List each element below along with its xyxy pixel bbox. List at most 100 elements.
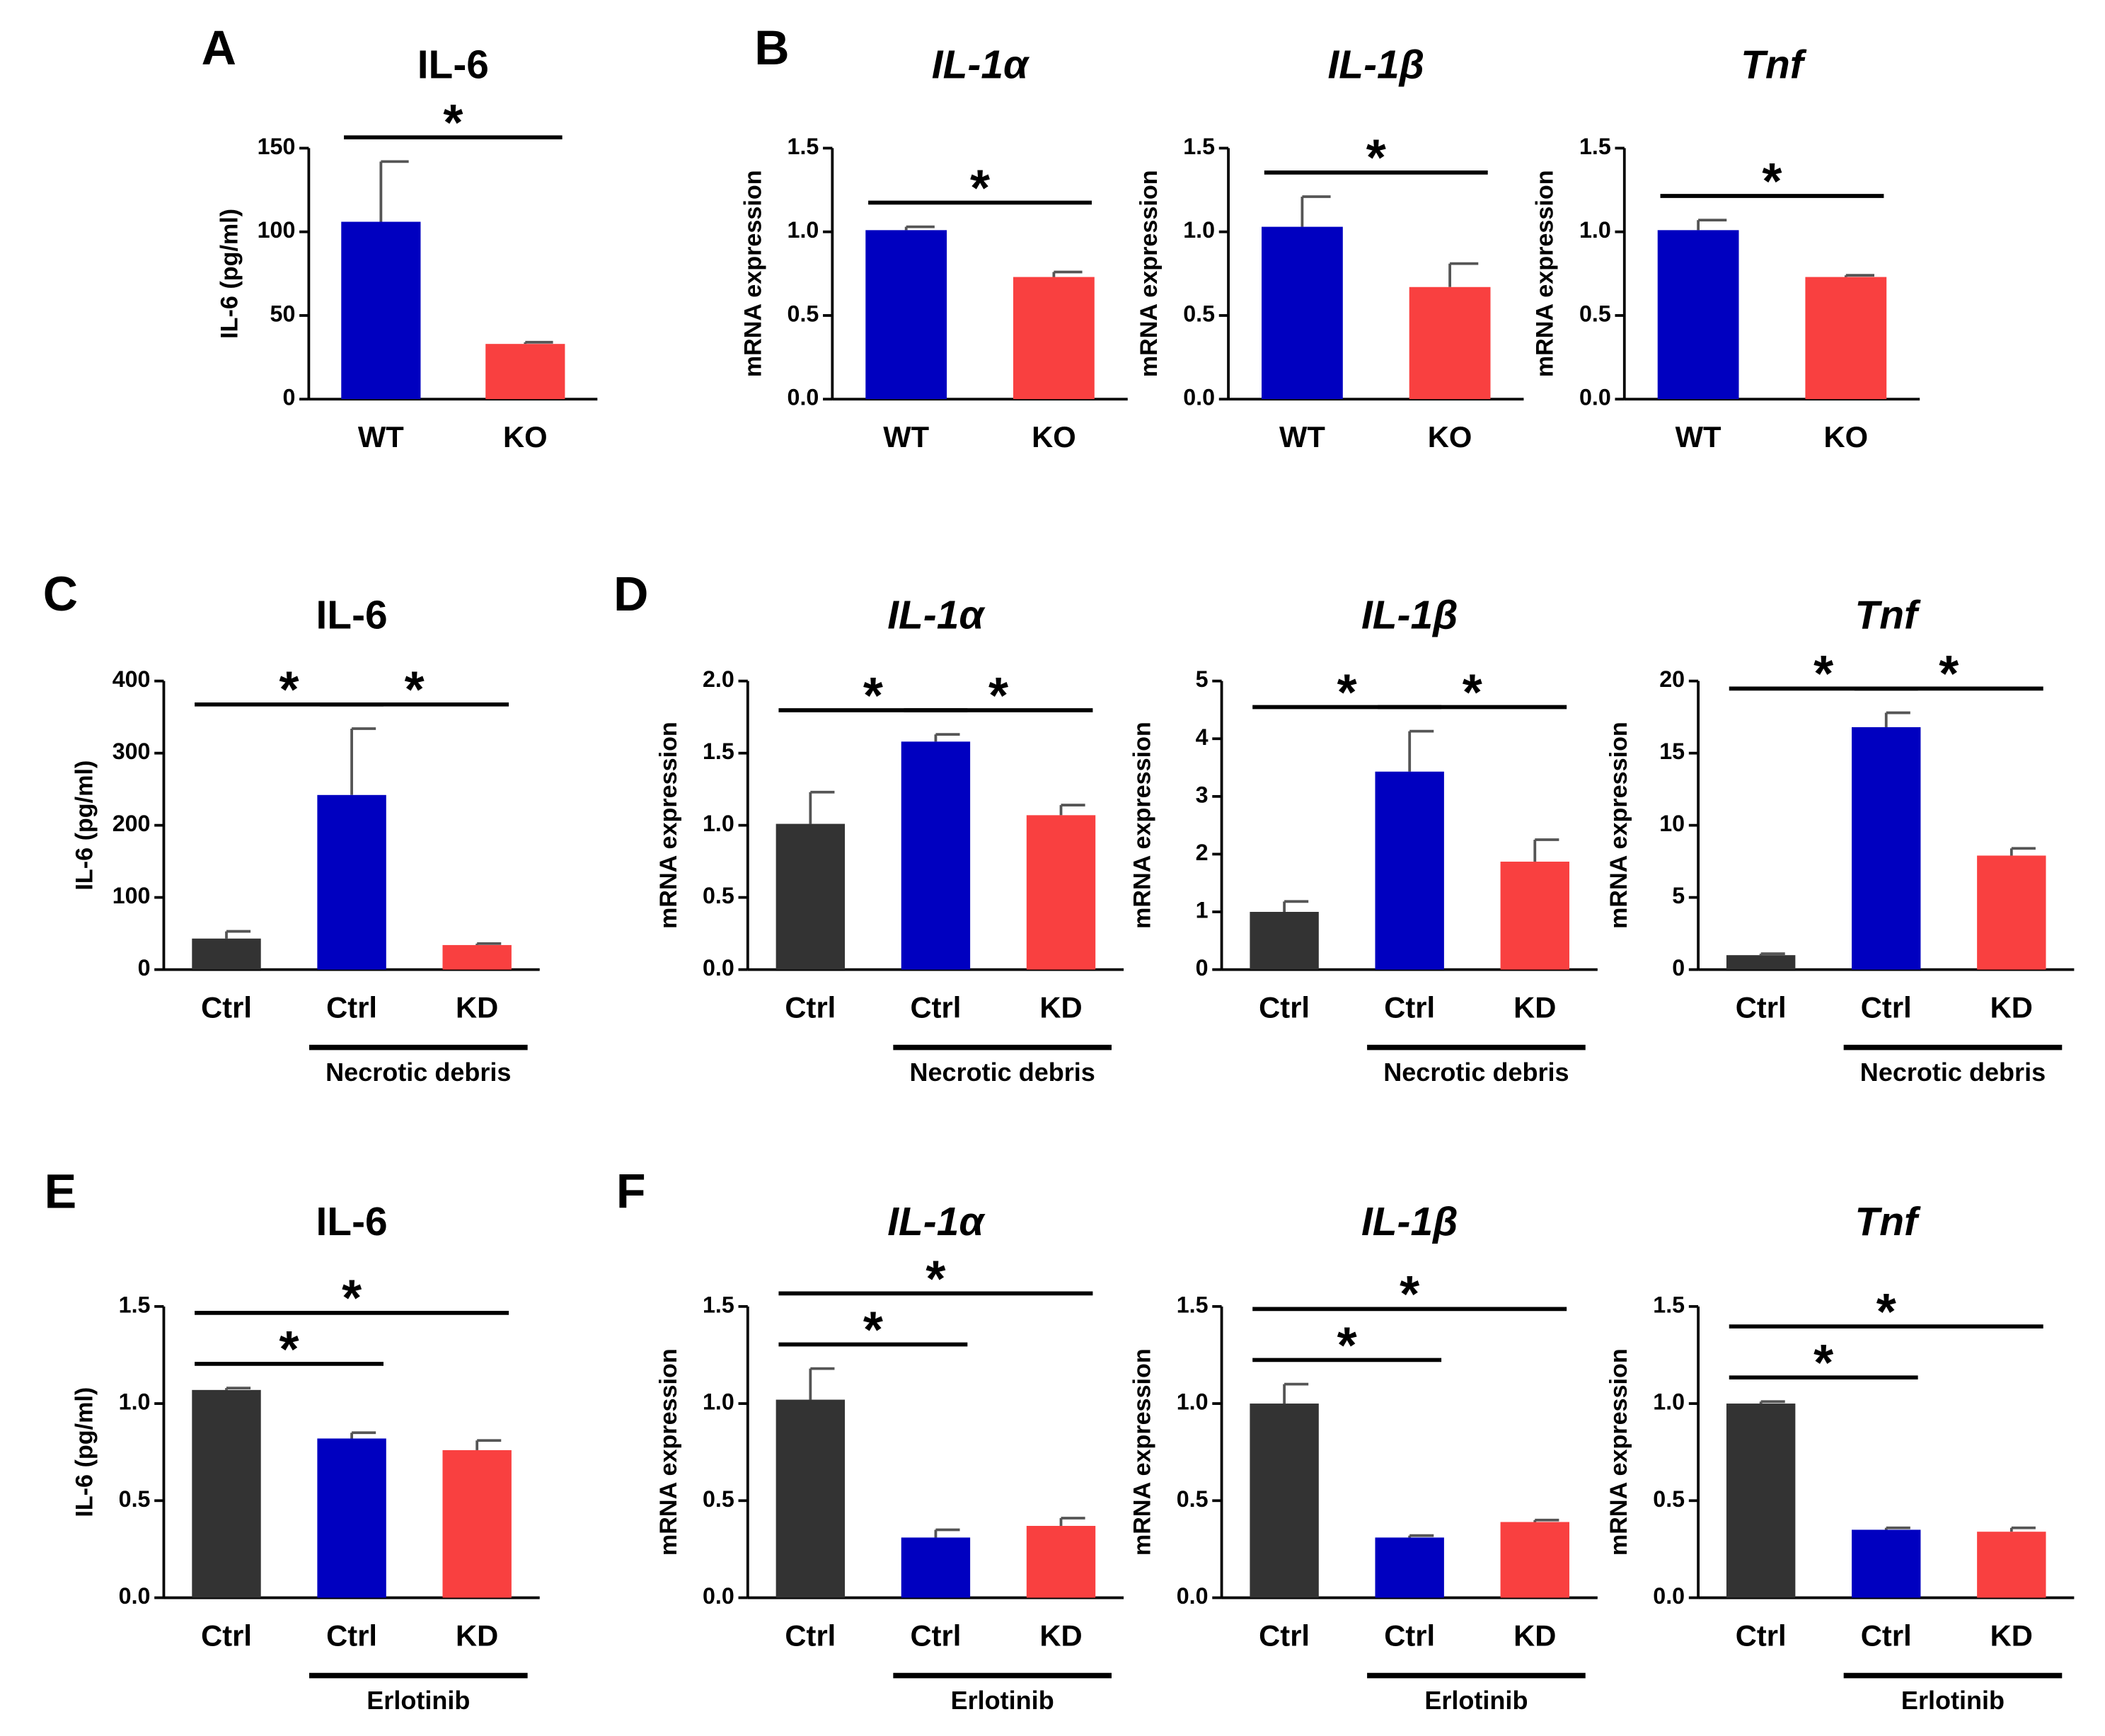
chart-title: IL-1α: [932, 42, 1030, 88]
x-tick-label: KD: [456, 1619, 498, 1652]
chart: Tnf mRNA expression 0 5 10 15 20 Ctrl Ctrl KD * * Ne…: [1605, 593, 2075, 1087]
y-tick-label: 1.5: [703, 739, 734, 764]
y-tick-label: 0.5: [1653, 1486, 1685, 1512]
significance-label: *: [970, 160, 990, 216]
x-tick-label: Ctrl: [1861, 991, 1912, 1024]
x-tick-label: KD: [1039, 1619, 1082, 1652]
y-tick-label: 1.5: [1177, 1292, 1209, 1317]
chart-title: IL-6: [417, 42, 489, 88]
bar: [1026, 815, 1096, 970]
y-tick-label: 300: [113, 739, 151, 764]
panel-letter: F: [616, 1164, 646, 1218]
significance-label: *: [342, 1271, 362, 1327]
x-tick-label: Ctrl: [1736, 991, 1787, 1024]
y-axis-label: mRNA expression: [655, 1348, 682, 1556]
chart: Tnf mRNA expression 0.0 0.5 1.0 1.5 Ctrl Ctrl KD…: [1605, 1199, 2075, 1715]
group-label: Erlotinib: [367, 1686, 470, 1715]
bar: [192, 938, 261, 970]
group-label: Necrotic debris: [910, 1058, 1095, 1087]
chart: C IL-6 IL-6 (pg/ml) 0 100 200 300 400 Ctrl Ctrl KD…: [43, 567, 540, 1087]
y-tick-label: 0: [1672, 955, 1685, 980]
y-tick-label: 100: [113, 883, 151, 908]
bar: [901, 741, 971, 970]
bar: [485, 344, 565, 400]
bar: [1805, 277, 1887, 400]
x-tick-label: Ctrl: [1384, 991, 1435, 1024]
significance-label: *: [863, 668, 883, 724]
x-tick-label: KD: [1990, 1619, 2033, 1652]
group-label: Erlotinib: [1424, 1686, 1528, 1715]
x-tick-label: KO: [1428, 420, 1472, 453]
chart: IL-1β mRNA expression 0.0 0.5 1.0 1.5 Ctrl Ctrl…: [1129, 1199, 1598, 1715]
bar: [1375, 1537, 1444, 1598]
y-tick-label: 0.5: [1177, 1486, 1209, 1512]
bar: [1852, 727, 1921, 970]
bar: [442, 944, 512, 970]
y-axis-label: mRNA expression: [1605, 1348, 1632, 1556]
y-tick-label: 0.0: [703, 955, 734, 980]
chart: D IL-1α mRNA expression 0.0 0.5 1.0 1.5 2.0 Ctrl…: [613, 567, 1124, 1087]
chart-title: IL-6: [316, 1199, 388, 1244]
y-tick-label: 0.5: [788, 301, 819, 326]
y-tick-label: 0.0: [1183, 385, 1215, 410]
x-tick-label: Ctrl: [201, 1619, 252, 1652]
x-tick-label: KD: [456, 991, 498, 1024]
chart-title: IL-1α: [887, 593, 986, 638]
bar: [317, 1438, 386, 1598]
x-tick-label: KD: [1039, 991, 1082, 1024]
y-axis-label: mRNA expression: [1136, 170, 1163, 377]
x-tick-label: Ctrl: [201, 991, 252, 1024]
group-label: Necrotic debris: [1860, 1058, 2046, 1087]
significance-label: *: [988, 668, 1008, 724]
bar: [1250, 1404, 1319, 1598]
significance-label: *: [1337, 1317, 1357, 1374]
chart: E IL-6 IL-6 (pg/ml) 0.0 0.5 1.0 1.5 Ctrl Ctrl KD *…: [45, 1164, 540, 1715]
y-tick-label: 2: [1196, 840, 1209, 865]
y-tick-label: 1.0: [1177, 1389, 1209, 1415]
x-tick-label: Ctrl: [326, 991, 377, 1024]
significance-label: *: [1463, 664, 1482, 721]
y-axis-label: IL-6 (pg/ml): [71, 760, 98, 891]
bar: [1500, 862, 1569, 970]
y-tick-label: 100: [258, 217, 296, 243]
y-tick-label: 1.0: [788, 217, 819, 243]
significance-label: *: [279, 662, 299, 719]
x-tick-label: Ctrl: [910, 991, 961, 1024]
y-tick-label: 0.0: [703, 1583, 734, 1609]
chart: F IL-1α mRNA expression 0.0 0.5 1.0 1.5 Ctrl Ctr…: [616, 1164, 1124, 1715]
x-tick-label: Ctrl: [1259, 991, 1310, 1024]
y-tick-label: 1.5: [1653, 1292, 1685, 1317]
y-tick-label: 1.0: [1579, 217, 1611, 243]
y-tick-label: 1.0: [1183, 217, 1215, 243]
chart: A IL-6 IL-6 (pg/ml) 0 50 100 150 WT KO *: [202, 21, 598, 453]
x-tick-label: KD: [1513, 991, 1556, 1024]
y-axis-label: IL-6 (pg/ml): [216, 209, 243, 339]
bar: [1250, 912, 1319, 970]
y-tick-label: 150: [258, 134, 296, 159]
y-tick-label: 1.5: [1183, 134, 1215, 159]
significance-label: *: [1876, 1284, 1896, 1341]
bar: [341, 221, 421, 400]
significance-label: *: [279, 1321, 299, 1378]
y-tick-label: 1.5: [788, 134, 819, 159]
x-tick-label: KD: [1990, 991, 2033, 1024]
significance-label: *: [1366, 130, 1386, 187]
chart: IL-1β mRNA expression 0.0 0.5 1.0 1.5 WT KO *: [1136, 42, 1524, 453]
bar: [1500, 1522, 1569, 1598]
y-axis-label: mRNA expression: [655, 722, 682, 929]
y-tick-label: 0.5: [1579, 301, 1611, 326]
bar: [317, 794, 386, 970]
x-tick-label: Ctrl: [1861, 1619, 1912, 1652]
bar: [775, 1399, 846, 1598]
y-tick-label: 20: [1659, 666, 1685, 692]
y-tick-label: 0.0: [119, 1583, 151, 1609]
x-tick-label: WT: [1676, 420, 1722, 453]
y-tick-label: 1.0: [1653, 1389, 1685, 1415]
y-axis-label: mRNA expression: [1129, 1348, 1156, 1556]
y-tick-label: 0.0: [1579, 385, 1611, 410]
y-tick-label: 200: [113, 811, 151, 836]
bar: [1657, 230, 1739, 400]
bar: [1726, 955, 1796, 970]
y-tick-label: 0.0: [1177, 1583, 1209, 1609]
bar: [1977, 855, 2046, 970]
